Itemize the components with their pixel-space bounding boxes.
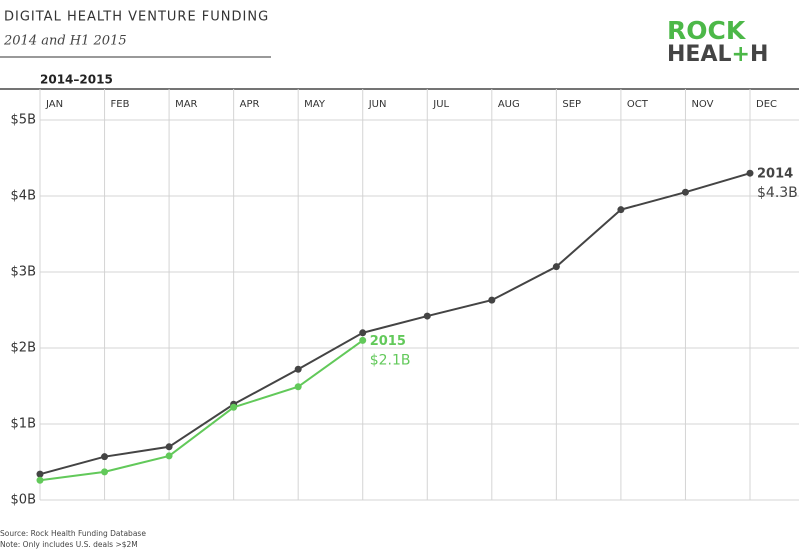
data-label: $2.1B xyxy=(370,352,411,368)
x-tick-label: APR xyxy=(240,99,260,110)
data-label: $4.3B xyxy=(757,185,798,201)
data-point xyxy=(230,403,238,411)
x-tick-label: JAN xyxy=(45,99,63,110)
x-tick-label: FEB xyxy=(111,99,130,110)
x-tick-label: AUG xyxy=(498,99,520,110)
y-tick-label: $3B xyxy=(11,265,36,280)
y-tick-label: $1B xyxy=(11,417,36,432)
data-point xyxy=(165,452,173,460)
x-tick-label: JUN xyxy=(368,99,387,110)
data-point xyxy=(294,365,302,373)
data-point xyxy=(359,336,367,344)
x-tick-label: NOV xyxy=(691,99,713,110)
y-tick-label: $0B xyxy=(11,493,36,508)
data-point xyxy=(101,453,109,461)
logo: ROCK xyxy=(667,16,747,45)
source: Source: Rock Health Funding Database xyxy=(0,529,146,538)
series-line xyxy=(39,172,751,476)
data-point xyxy=(488,296,496,304)
data-point xyxy=(36,470,44,478)
x-tick-label: MAY xyxy=(304,99,326,110)
series-line xyxy=(39,339,364,482)
x-tick-label: MAR xyxy=(175,99,197,110)
chart-title: DIGITAL HEALTH VENTURE FUNDING xyxy=(4,10,269,25)
x-tick-label: OCT xyxy=(627,99,649,110)
data-point xyxy=(423,312,431,320)
data-point xyxy=(552,263,560,271)
data-point xyxy=(617,206,625,214)
data-point xyxy=(165,443,173,451)
x-axis-label: 2014–2015 xyxy=(40,73,113,87)
logo: HEAL+H xyxy=(667,42,768,67)
data-point xyxy=(746,169,754,177)
x-tick-label: DEC xyxy=(756,99,777,110)
y-tick-label: $2B xyxy=(11,341,36,356)
x-tick-label: SEP xyxy=(562,99,581,110)
data-point xyxy=(681,188,689,196)
x-tick-label: JUL xyxy=(432,99,449,110)
y-tick-label: $5B xyxy=(11,113,36,128)
data-point xyxy=(36,476,44,484)
data-point xyxy=(359,329,367,337)
data-point xyxy=(101,468,109,476)
y-tick-label: $4B xyxy=(11,189,36,204)
chart-subtitle: 2014 and H1 2015 xyxy=(3,34,127,49)
data-point xyxy=(294,383,302,391)
series-name: 2014 xyxy=(757,167,793,182)
series-name: 2015 xyxy=(370,334,406,349)
note: Note: Only includes U.S. deals >$2M xyxy=(0,540,138,549)
